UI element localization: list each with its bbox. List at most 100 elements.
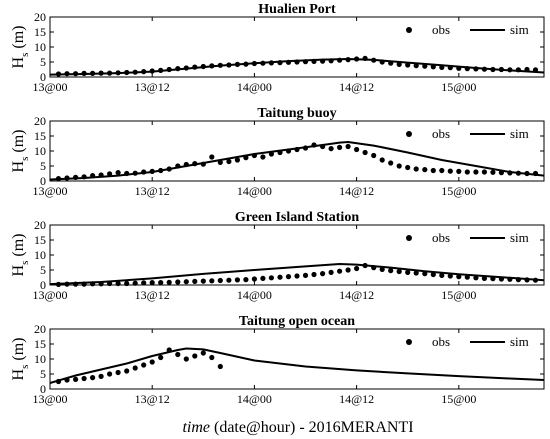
y-tick-label: 15 [34, 337, 46, 351]
obs-point [413, 166, 419, 172]
obs-point [396, 61, 402, 67]
x-axis-label-rest: (date@hour) - 2016MERANTI [214, 419, 414, 436]
obs-point [158, 280, 164, 286]
obs-point [294, 273, 300, 279]
obs-point [192, 353, 198, 359]
obs-point [260, 154, 266, 160]
legend-obs-label: obs [432, 126, 450, 141]
y-axis-label-unit: (m) [10, 26, 27, 49]
y-axis-label-symbol: H [10, 160, 27, 172]
y-axis-label-unit: (m) [10, 338, 27, 361]
obs-point [124, 280, 130, 287]
obs-point [98, 373, 104, 379]
y-tick-label: 0 [40, 382, 46, 396]
chart-title: Taitung buoy [257, 106, 336, 121]
obs-point [217, 363, 223, 370]
y-axis-label-symbol: H [10, 368, 27, 380]
x-tick-label: 13@12 [135, 80, 170, 94]
chart-title: Hualien Port [258, 2, 336, 17]
obs-point [328, 269, 334, 275]
obs-point [268, 275, 274, 281]
y-tick-label: 10 [34, 352, 46, 366]
x-tick-label: 13@12 [135, 184, 170, 198]
obs-point [379, 266, 385, 272]
legend-obs-marker [406, 131, 412, 137]
obs-point [115, 369, 121, 376]
obs-point [141, 280, 147, 286]
x-tick-label: 13@00 [32, 80, 67, 94]
obs-point [362, 149, 368, 156]
obs-point [345, 267, 351, 273]
x-tick-label: 13@00 [32, 184, 67, 198]
y-tick-label: 10 [34, 248, 46, 262]
obs-point [456, 168, 462, 174]
legend-sim-label: sim [510, 334, 529, 349]
obs-point [354, 265, 360, 272]
obs-point [405, 269, 411, 275]
obs-point [490, 169, 496, 175]
y-tick-label: 20 [34, 114, 46, 128]
x-tick-label: 14@12 [339, 392, 374, 406]
obs-point [209, 154, 215, 160]
obs-point [405, 164, 411, 171]
y-axis-label-subscript: s [19, 53, 31, 57]
chart-title: Green Island Station [235, 210, 359, 225]
obs-point [124, 368, 130, 374]
y-axis-label: Hs (m) [10, 234, 31, 277]
obs-point [447, 168, 453, 174]
obs-point [481, 169, 487, 175]
obs-point [175, 279, 181, 285]
obs-point [439, 272, 445, 278]
obs-point [115, 170, 121, 176]
y-axis-label-subscript: s [19, 365, 31, 369]
x-tick-label: 14@00 [237, 80, 272, 94]
y-tick-label: 10 [34, 40, 46, 54]
obs-point [149, 280, 155, 286]
obs-point [354, 146, 360, 153]
obs-point [217, 277, 223, 284]
obs-point [149, 359, 155, 365]
obs-point [107, 371, 113, 377]
obs-point [473, 169, 479, 175]
obs-point [464, 274, 470, 280]
obs-point [430, 271, 436, 278]
sim-line [49, 262, 545, 286]
obs-point [81, 375, 87, 382]
x-tick-label: 15@00 [441, 392, 476, 406]
obs-point [260, 275, 266, 281]
y-tick-label: 5 [40, 55, 46, 69]
x-tick-label: 14@00 [237, 288, 272, 302]
y-tick-label: 15 [34, 129, 46, 143]
obs-point [328, 146, 334, 152]
obs-point [396, 163, 402, 169]
y-axis-label-subscript: s [19, 261, 31, 265]
y-tick-label: 5 [40, 263, 46, 277]
obs-point [481, 275, 487, 281]
y-tick-label: 5 [40, 159, 46, 173]
y-axis-label-unit: (m) [10, 234, 27, 257]
obs-point [430, 167, 436, 174]
legend-sim-label: sim [510, 126, 529, 141]
x-tick-label: 14@00 [237, 184, 272, 198]
obs-point [388, 268, 394, 274]
x-tick-label: 13@12 [135, 288, 170, 302]
obs-point [396, 268, 402, 275]
obs-point [73, 376, 79, 382]
obs-point [473, 275, 479, 281]
y-axis-label: Hs (m) [10, 26, 31, 69]
obs-point [464, 169, 470, 175]
obs-point [337, 144, 343, 150]
y-tick-label: 0 [40, 70, 46, 84]
obs-point [115, 280, 121, 287]
x-tick-label: 15@00 [441, 80, 476, 94]
y-axis-label-subscript: s [19, 157, 31, 161]
x-tick-label: 14@12 [339, 288, 374, 302]
obs-point [132, 365, 138, 371]
chart-title: Taitung open ocean [239, 314, 355, 329]
obs-point [175, 351, 181, 358]
obs-point [107, 171, 113, 177]
y-tick-label: 0 [40, 278, 46, 292]
legend-obs-label: obs [432, 230, 450, 245]
obs-point [200, 278, 206, 284]
